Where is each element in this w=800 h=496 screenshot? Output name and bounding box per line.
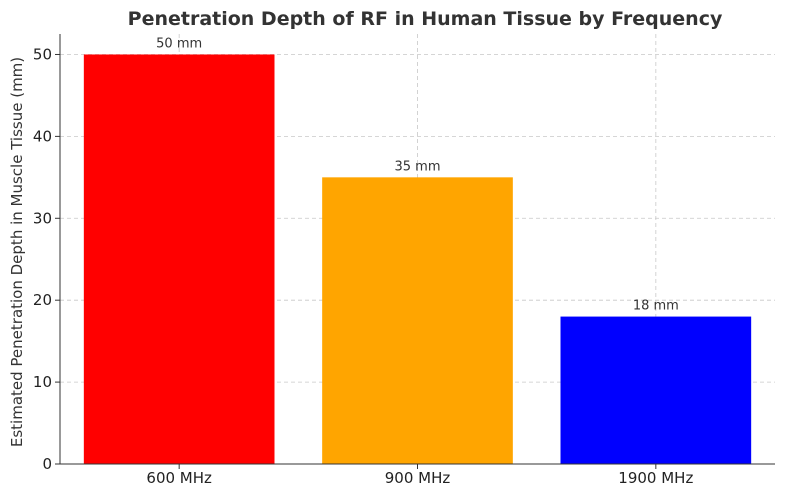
bar-0 xyxy=(83,54,275,464)
x-tick-label-1: 900 MHz xyxy=(385,469,451,487)
y-ticks: 0 10 20 30 40 50 xyxy=(33,45,60,473)
bar-2 xyxy=(560,316,752,464)
y-tick-label-1: 10 xyxy=(33,373,52,391)
bars xyxy=(83,54,752,465)
x-ticks: 600 MHz 900 MHz 1900 MHz xyxy=(146,464,693,487)
y-axis-label: Estimated Penetration Depth in Muscle Ti… xyxy=(8,57,26,447)
y-tick-label-4: 40 xyxy=(33,127,52,145)
x-tick-label-2: 1900 MHz xyxy=(618,469,693,487)
bar-1 xyxy=(322,177,513,465)
y-tick-label-5: 50 xyxy=(33,45,52,63)
y-tick-label-3: 30 xyxy=(33,209,52,227)
y-tick-label-0: 0 xyxy=(42,455,52,473)
x-tick-label-0: 600 MHz xyxy=(146,469,212,487)
data-label-0: 50 mm xyxy=(156,36,202,51)
y-tick-label-2: 20 xyxy=(33,291,52,309)
data-label-2: 18 mm xyxy=(633,299,679,314)
chart-title: Penetration Depth of RF in Human Tissue … xyxy=(128,8,723,30)
data-labels: 50 mm 35 mm 18 mm xyxy=(156,36,679,313)
data-label-1: 35 mm xyxy=(394,159,440,174)
